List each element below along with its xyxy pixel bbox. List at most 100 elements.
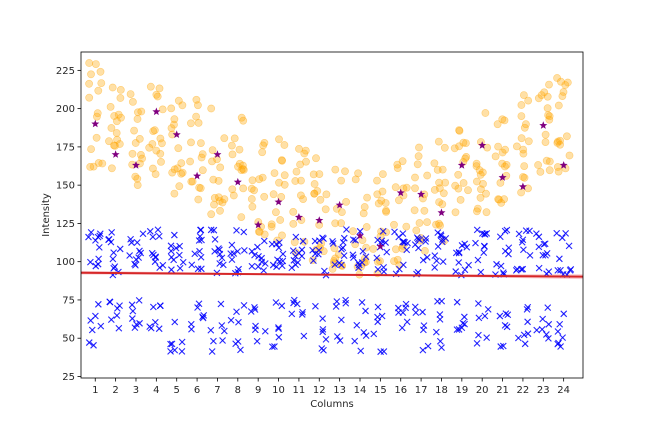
upper-point	[541, 130, 550, 139]
upper-point	[517, 134, 526, 143]
lower-point	[211, 235, 219, 243]
x-axis-ticks: 1 2 3 4 5 6 7 8 9 10 11 12 13 14 15 16 17 18 19 20 21 22 23 24	[92, 378, 570, 396]
upper-point	[557, 77, 565, 86]
lower-point	[298, 252, 306, 260]
lower-point	[196, 232, 204, 240]
upper-point	[302, 157, 310, 166]
lower-point	[514, 334, 522, 342]
lower-point	[310, 257, 317, 265]
lower-point	[434, 243, 442, 250]
upper-point	[520, 162, 529, 170]
upper-point	[438, 165, 447, 174]
upper-point	[476, 170, 485, 179]
upper-point	[522, 120, 530, 129]
lower-point	[274, 256, 281, 264]
upper-point	[563, 132, 571, 141]
lower-point	[501, 247, 509, 255]
lower-point	[86, 258, 94, 266]
upper-point	[248, 202, 257, 211]
lower-point	[293, 300, 301, 308]
upper-point	[545, 157, 554, 166]
mean-star-point	[254, 220, 263, 229]
lower-point	[473, 226, 481, 234]
lower-point	[319, 328, 327, 336]
lower-point	[374, 303, 382, 311]
lower-point	[197, 265, 205, 273]
upper-point	[301, 146, 310, 155]
lower-point	[477, 268, 485, 276]
lower-point	[240, 228, 248, 236]
upper-point	[554, 101, 563, 110]
mean-star-point	[335, 200, 344, 209]
upper-point	[295, 144, 303, 153]
lower-point	[260, 237, 268, 245]
upper-point	[296, 191, 305, 200]
upper-point	[131, 139, 140, 147]
x-tick-label: 18	[435, 385, 448, 396]
lower-point	[519, 265, 527, 273]
upper-point	[415, 219, 424, 227]
upper-point	[105, 137, 113, 146]
x-tick-label: 8	[235, 385, 241, 396]
lower-point	[513, 265, 521, 273]
lower-point	[557, 343, 564, 350]
upper-point	[565, 151, 574, 160]
lower-point	[300, 332, 308, 340]
lower-point	[399, 238, 407, 246]
upper-point	[410, 206, 419, 215]
upper-point	[258, 173, 267, 182]
lower-point	[167, 247, 175, 255]
lower-point	[207, 226, 215, 234]
upper-point	[239, 165, 248, 174]
upper-point	[207, 104, 216, 113]
lower-point	[233, 226, 240, 234]
lower-point	[235, 318, 242, 326]
upper-point	[167, 124, 176, 133]
upper-point	[113, 135, 121, 144]
lower-point	[542, 331, 550, 338]
upper-point	[194, 119, 203, 127]
regression-line	[80, 271, 584, 278]
lower-point	[359, 247, 367, 255]
x-tick-label: 20	[476, 385, 489, 396]
lower-point	[329, 237, 336, 245]
upper-point	[110, 112, 119, 120]
lower-point	[373, 254, 381, 262]
upper-point	[315, 220, 324, 229]
upper-point	[435, 184, 444, 193]
upper-point	[439, 189, 448, 198]
upper-point	[545, 166, 554, 175]
lower-point	[472, 239, 479, 247]
upper-point	[341, 167, 349, 176]
upper-point	[519, 145, 528, 154]
upper-point	[310, 180, 319, 188]
lower-point	[147, 324, 155, 332]
lower-point	[230, 250, 238, 257]
upper-point	[494, 142, 502, 151]
x-tick-label: 16	[394, 385, 407, 396]
upper-point	[451, 208, 460, 217]
mean-star-point	[111, 150, 120, 158]
x-tick-label: 21	[496, 385, 509, 396]
x-tick-label: 22	[517, 385, 530, 396]
lower-point	[515, 230, 523, 238]
lower-point	[460, 313, 468, 321]
lower-point	[175, 251, 183, 259]
upper-point	[342, 197, 350, 206]
lower-point	[176, 264, 184, 272]
lower-point	[540, 240, 548, 248]
upper-point	[258, 148, 267, 157]
upper-point	[553, 163, 562, 171]
upper-point	[472, 207, 481, 216]
upper-point	[430, 159, 439, 168]
upper-point	[291, 177, 300, 185]
upper-point	[377, 196, 386, 205]
upper-point	[230, 134, 239, 143]
x-tick-label: 24	[557, 385, 570, 396]
lower-point	[107, 316, 115, 324]
lower-point	[133, 321, 140, 328]
upper-point	[128, 98, 137, 106]
upper-point	[149, 127, 158, 136]
lower-point	[199, 313, 206, 321]
upper-point	[136, 150, 145, 159]
